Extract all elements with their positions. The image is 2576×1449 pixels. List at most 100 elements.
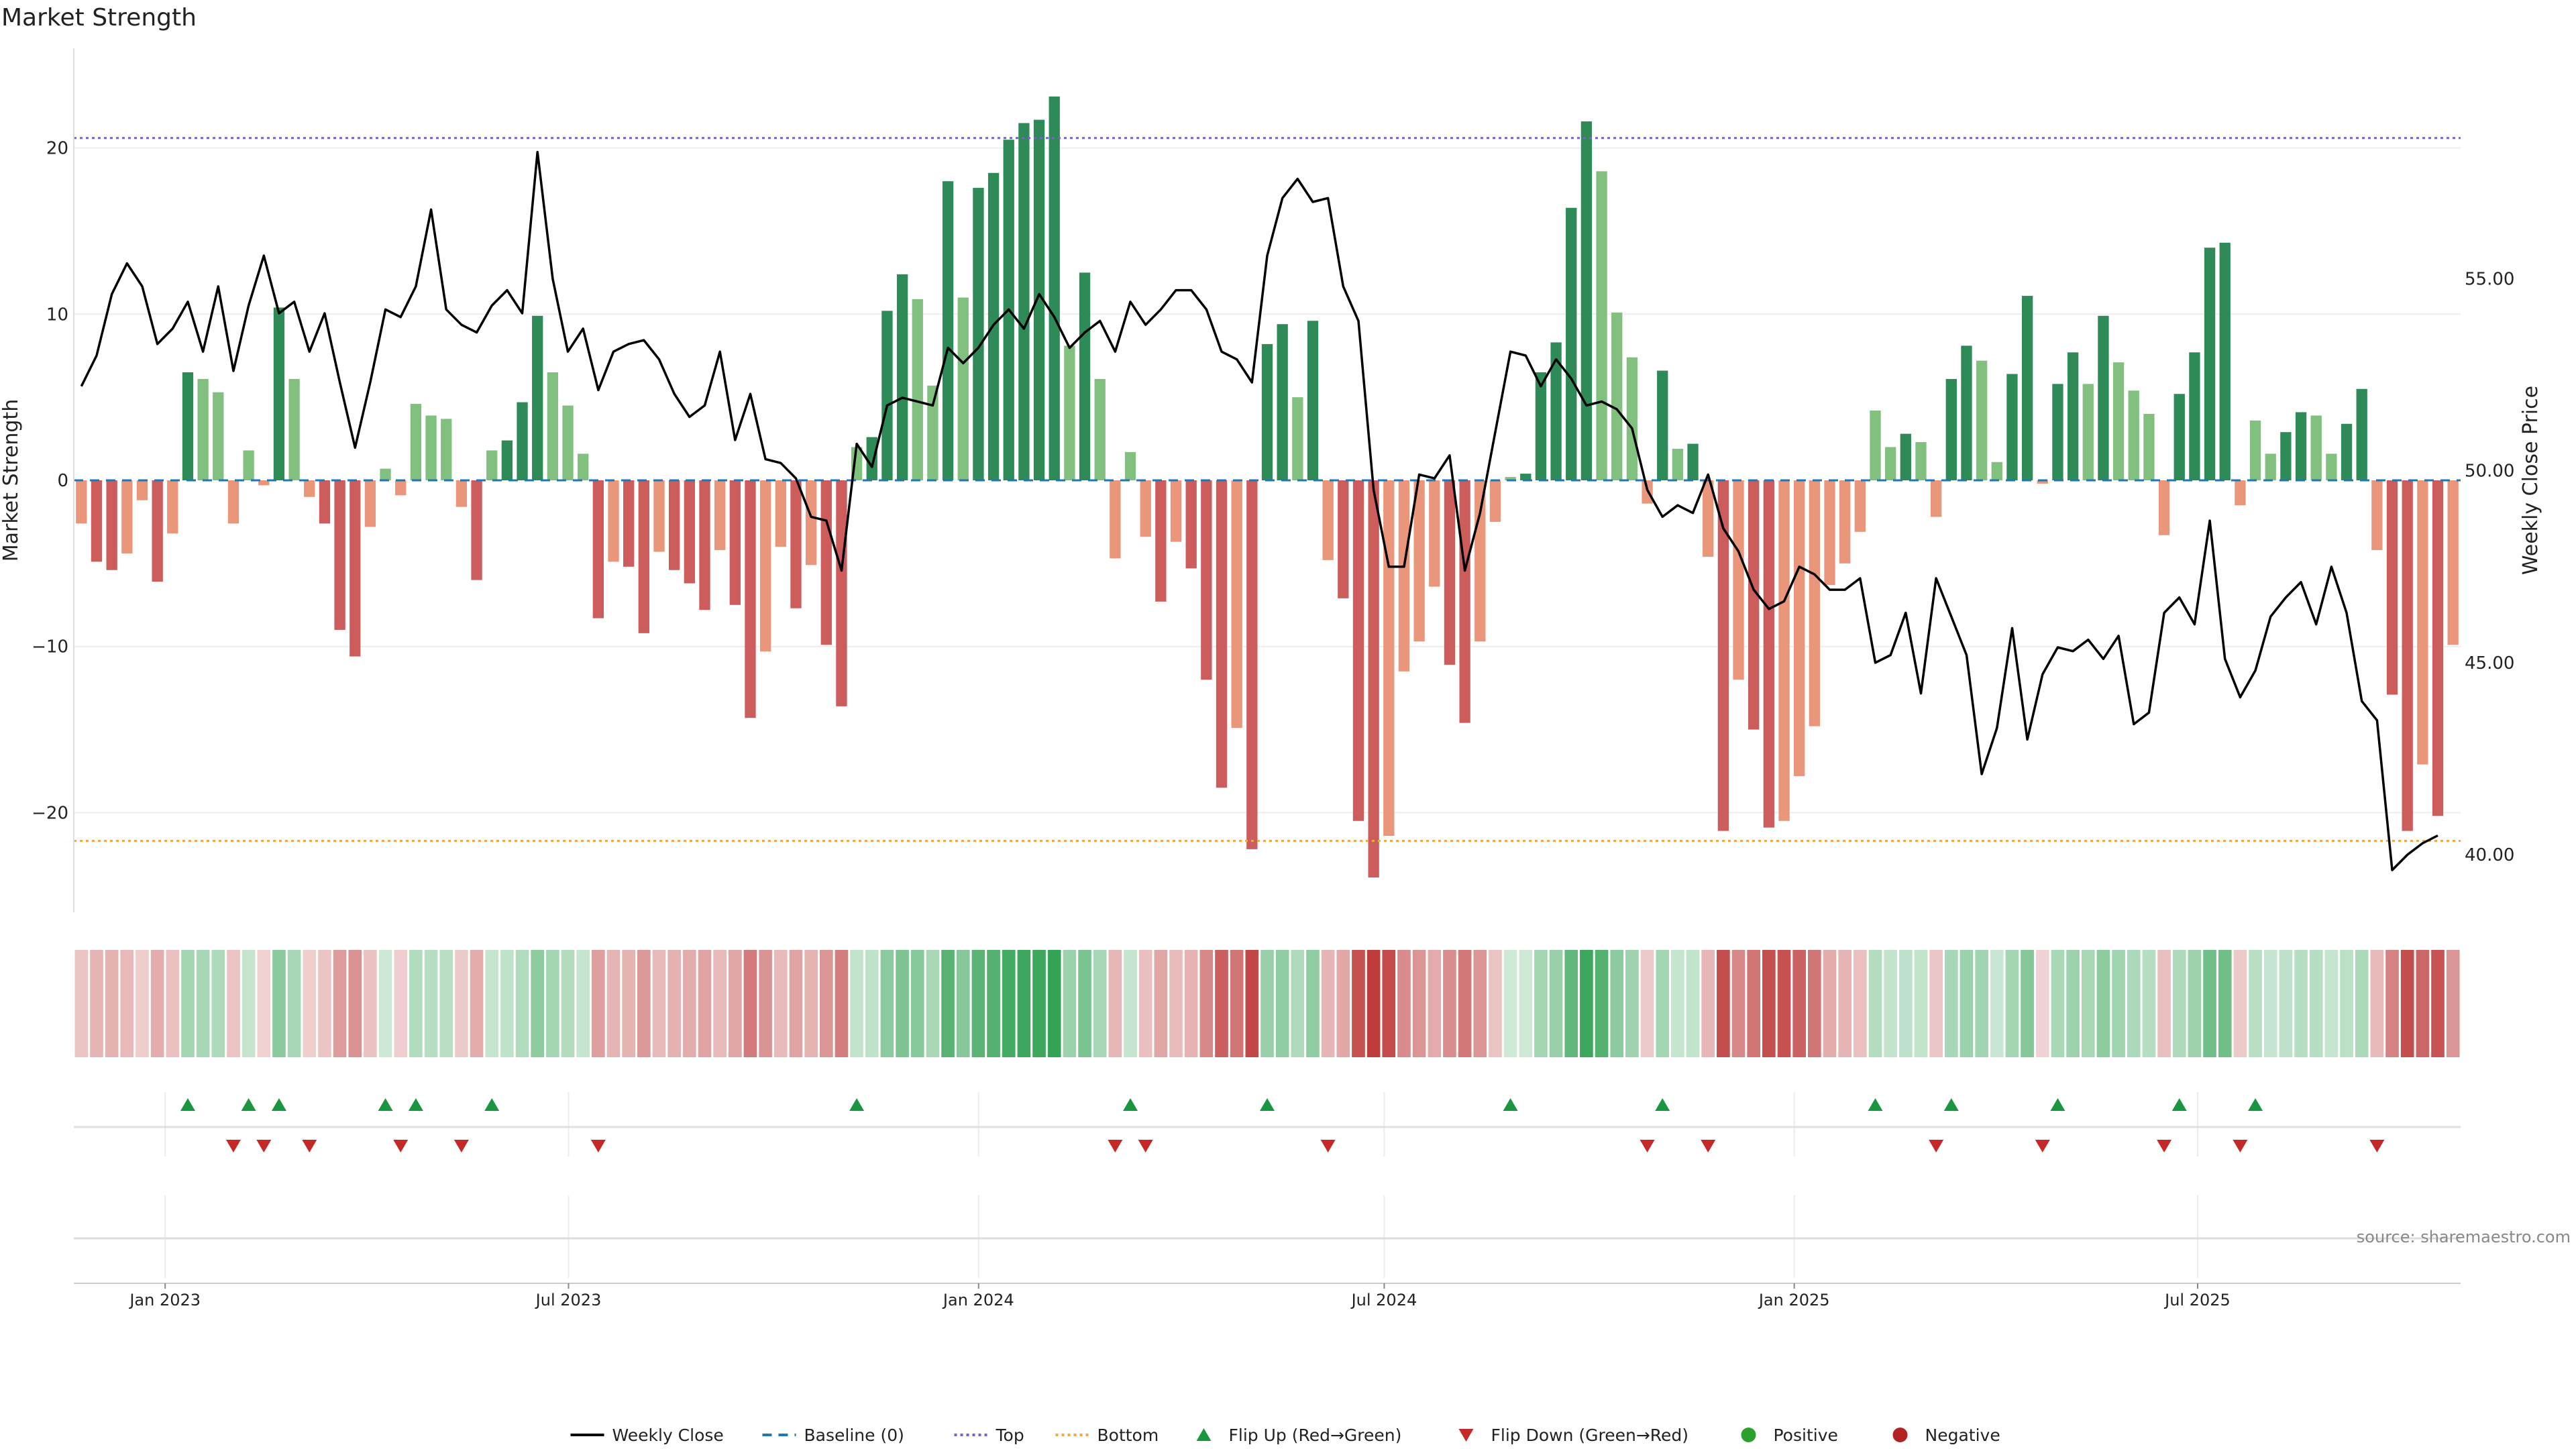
heat-cell (1671, 950, 1684, 1057)
heat-cell (1352, 950, 1365, 1057)
heat-cell (2005, 950, 2019, 1057)
heat-cell (105, 950, 119, 1057)
strength-bar (881, 311, 893, 480)
strength-bar (1049, 96, 1060, 481)
strength-bar (1703, 480, 1714, 557)
strength-bar (2037, 480, 2048, 484)
heat-cell (500, 950, 514, 1057)
heat-cell (1184, 950, 1198, 1057)
heat-cell (1428, 950, 1442, 1057)
heat-cell (1975, 950, 1988, 1057)
heat-cell (1260, 950, 1274, 1057)
heat-cell (1215, 950, 1228, 1057)
strength-bar (441, 419, 452, 480)
flip-up-marker (180, 1098, 195, 1111)
strength-bar (1140, 480, 1151, 537)
strength-bar (562, 405, 574, 480)
strength-bar (136, 480, 148, 500)
flip-up-marker (241, 1098, 256, 1111)
strength-bar (2067, 352, 2079, 480)
flip-markers (74, 1098, 2461, 1152)
heat-cell (1321, 950, 1335, 1057)
legend-label: Weekly Close (612, 1426, 724, 1445)
x-tick-label: Jan 2025 (1758, 1291, 1830, 1309)
y-left-tick-label: 20 (46, 139, 68, 159)
flip-down-marker (256, 1140, 272, 1152)
heat-cell (241, 950, 256, 1057)
heat-cell (2309, 950, 2323, 1057)
legend-swatch-positive (1741, 1428, 1756, 1442)
strength-bar (2174, 394, 2185, 480)
strength-bar (927, 385, 938, 480)
heat-cell (728, 950, 742, 1057)
strength-bar (896, 274, 908, 480)
flip-down-marker (1929, 1140, 1944, 1152)
heat-cell (1823, 950, 1837, 1057)
strength-bar (866, 437, 877, 480)
flip-up-marker (849, 1098, 865, 1111)
strength-bar (2006, 374, 2018, 480)
strength-bar (243, 450, 254, 480)
source-note: source: sharemaestro.com (2357, 1228, 2571, 1246)
strength-bar (2326, 453, 2337, 480)
strength-bar (1945, 378, 1957, 480)
strength-bar (2052, 384, 2063, 480)
strength-bar (1216, 480, 1228, 788)
heat-cell (531, 950, 545, 1057)
flip-up-marker (1655, 1098, 1670, 1111)
strength-bar (805, 480, 817, 566)
heat-cell (150, 950, 164, 1057)
strength-bar (2356, 388, 2367, 480)
strength-bar (1657, 370, 1668, 480)
heat-cell (1898, 950, 1913, 1057)
flip-up-marker (2171, 1098, 2187, 1111)
strength-bar (273, 307, 285, 480)
heat-cell (1154, 950, 1168, 1057)
strength-bar (1292, 397, 1303, 480)
heat-cell (2431, 950, 2445, 1057)
flip-up-marker (1123, 1098, 1138, 1111)
flip-down-marker (302, 1140, 317, 1152)
strength-bar (1520, 474, 1532, 480)
strength-bar (1626, 357, 1638, 480)
strength-bar (699, 480, 710, 610)
heat-cell (713, 950, 727, 1057)
heat-cell (485, 950, 499, 1057)
heat-cell (698, 950, 712, 1057)
strength-bar (1717, 480, 1729, 831)
heat-cell (1717, 950, 1730, 1057)
heat-cell (1808, 950, 1821, 1057)
heat-cell (120, 950, 134, 1057)
heat-cell (546, 950, 559, 1057)
strength-bar (2295, 412, 2307, 480)
strength-bar (1110, 480, 1121, 559)
heat-cell (333, 950, 347, 1057)
heat-cell (896, 950, 909, 1057)
flip-down-marker (225, 1140, 241, 1152)
heat-cell (227, 950, 240, 1057)
heat-cell (910, 950, 924, 1057)
strength-bar (1505, 477, 1516, 480)
strength-bar (197, 378, 209, 480)
heat-cell (1914, 950, 1928, 1057)
heat-cell (211, 950, 225, 1057)
strength-bar (1535, 372, 1547, 480)
heat-cell (2400, 950, 2414, 1057)
strength-bar (1566, 207, 1577, 480)
y-left-tick-label: −20 (32, 803, 68, 823)
strength-bar (1854, 480, 1866, 532)
heat-cell (1747, 950, 1761, 1057)
legend-label: Top (996, 1426, 1024, 1445)
strength-bar (2417, 480, 2428, 765)
lower-panel: Jan 2023 Jul 2023 Jan 2024 Jul 2024 Jan 2025… (74, 1237, 2461, 1309)
strength-bar (547, 372, 559, 480)
strength-bar (532, 315, 543, 480)
heat-cell (773, 950, 788, 1057)
heat-cell (926, 950, 940, 1057)
heat-cell (348, 950, 362, 1057)
reference-lines (74, 137, 2461, 842)
strength-bar (2447, 480, 2459, 645)
legend-label: Flip Down (Green→Red) (1491, 1426, 1689, 1445)
strength-bar (486, 450, 498, 480)
